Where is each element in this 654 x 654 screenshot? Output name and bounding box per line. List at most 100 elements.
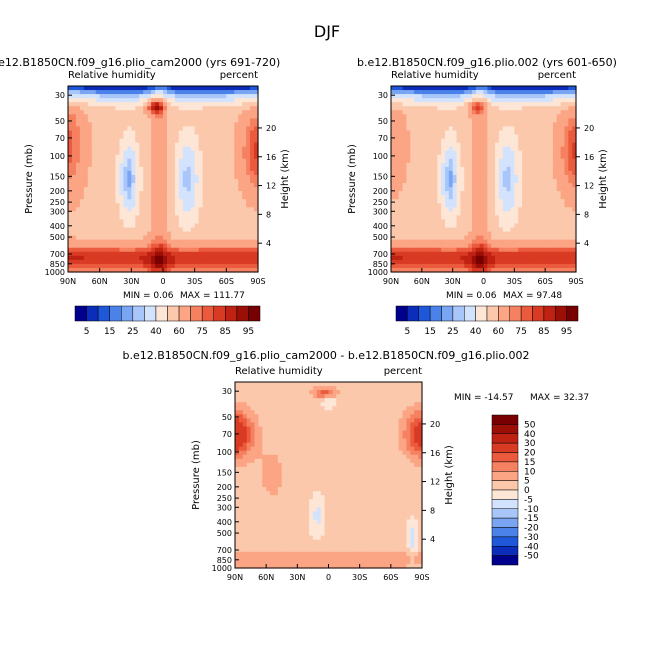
field-cells bbox=[68, 86, 259, 273]
field-cell bbox=[421, 154, 427, 160]
field-cell bbox=[131, 215, 136, 221]
field-cell bbox=[262, 394, 267, 399]
field-cell bbox=[250, 247, 255, 253]
field-cell bbox=[529, 211, 535, 216]
field-cell bbox=[68, 187, 73, 192]
field-cell bbox=[202, 227, 208, 233]
field-cell bbox=[83, 215, 89, 221]
field-cell bbox=[95, 138, 101, 144]
field-cell bbox=[254, 382, 259, 387]
field-cell bbox=[301, 398, 306, 403]
field-cell bbox=[178, 191, 184, 196]
field-cell bbox=[246, 243, 251, 249]
field-cell bbox=[568, 138, 573, 144]
field-cell bbox=[383, 398, 388, 403]
field-cell bbox=[107, 227, 113, 233]
field-cell bbox=[206, 215, 212, 221]
field-cell bbox=[448, 122, 454, 128]
field-cell bbox=[107, 243, 113, 249]
field-cell bbox=[398, 223, 404, 229]
field-cell bbox=[495, 227, 500, 233]
field-cell bbox=[468, 239, 473, 245]
field-cell bbox=[127, 154, 132, 160]
field-cell bbox=[568, 267, 573, 273]
field-cell bbox=[238, 255, 243, 261]
field-cell bbox=[471, 106, 477, 111]
field-cell bbox=[518, 162, 523, 168]
field-cell bbox=[242, 406, 248, 411]
field-cell bbox=[198, 86, 204, 91]
field-cell bbox=[564, 94, 569, 99]
field-cell bbox=[379, 386, 384, 391]
field-cell bbox=[518, 94, 523, 99]
field-cell bbox=[464, 199, 469, 204]
field-cell bbox=[394, 223, 400, 229]
field-cell bbox=[262, 382, 267, 387]
field-cell bbox=[332, 390, 337, 395]
field-cell bbox=[186, 223, 192, 229]
field-cell bbox=[468, 138, 473, 144]
field-cell bbox=[250, 386, 256, 391]
field-cell bbox=[437, 150, 442, 156]
field-cell bbox=[468, 179, 473, 184]
field-cell bbox=[529, 94, 535, 99]
field-cell bbox=[417, 86, 423, 91]
field-cell bbox=[491, 106, 496, 111]
field-cell bbox=[166, 94, 172, 99]
field-cell bbox=[483, 187, 488, 192]
field-cell bbox=[238, 231, 243, 237]
field-cell bbox=[471, 251, 477, 257]
field-cell bbox=[170, 142, 176, 148]
field-cell bbox=[502, 195, 508, 200]
field-cell bbox=[417, 110, 423, 115]
field-cell bbox=[568, 179, 573, 184]
field-cell bbox=[391, 231, 396, 237]
field-cell bbox=[529, 195, 535, 200]
field-cell bbox=[552, 106, 558, 111]
field-cell bbox=[95, 86, 101, 91]
field-cell bbox=[246, 251, 251, 257]
field-cell bbox=[324, 406, 330, 411]
field-cell bbox=[328, 386, 333, 391]
field-cell bbox=[344, 390, 349, 395]
field-cell bbox=[190, 227, 196, 233]
field-cell bbox=[444, 170, 450, 176]
field-cell bbox=[506, 207, 512, 212]
field-cell bbox=[186, 243, 192, 249]
field-cell bbox=[491, 94, 496, 99]
x-tick-label: 90S bbox=[250, 277, 265, 286]
field-cell bbox=[166, 138, 172, 144]
field-cell bbox=[506, 118, 512, 123]
field-cell bbox=[135, 227, 140, 233]
field-cell bbox=[545, 211, 550, 216]
field-cell bbox=[83, 239, 89, 245]
field-cell bbox=[147, 251, 152, 257]
field-cell bbox=[147, 223, 152, 229]
field-cell bbox=[448, 215, 454, 221]
colorbar-swatch bbox=[464, 305, 476, 322]
field-cell bbox=[522, 231, 527, 237]
field-cell bbox=[468, 191, 473, 196]
field-cell bbox=[564, 90, 569, 95]
field-cell bbox=[234, 158, 239, 164]
field-cell bbox=[68, 114, 73, 119]
field-cell bbox=[111, 243, 117, 249]
field-cell bbox=[198, 247, 204, 253]
field-cell bbox=[202, 251, 208, 257]
field-cell bbox=[95, 94, 101, 99]
field-cell bbox=[281, 390, 287, 395]
field-cell bbox=[250, 207, 255, 212]
field-cell bbox=[460, 235, 465, 241]
min-label: MIN = 0.06 bbox=[446, 291, 497, 301]
field-cell bbox=[139, 98, 144, 103]
field-cell bbox=[425, 166, 431, 172]
field-cell bbox=[502, 239, 508, 245]
field-cell bbox=[103, 267, 109, 273]
field-cell bbox=[238, 215, 243, 221]
field-cell bbox=[433, 263, 438, 269]
field-cell bbox=[87, 146, 93, 152]
field-cell bbox=[103, 162, 109, 168]
field-cell bbox=[159, 90, 164, 95]
field-cell bbox=[301, 402, 306, 407]
field-cell bbox=[421, 114, 427, 119]
